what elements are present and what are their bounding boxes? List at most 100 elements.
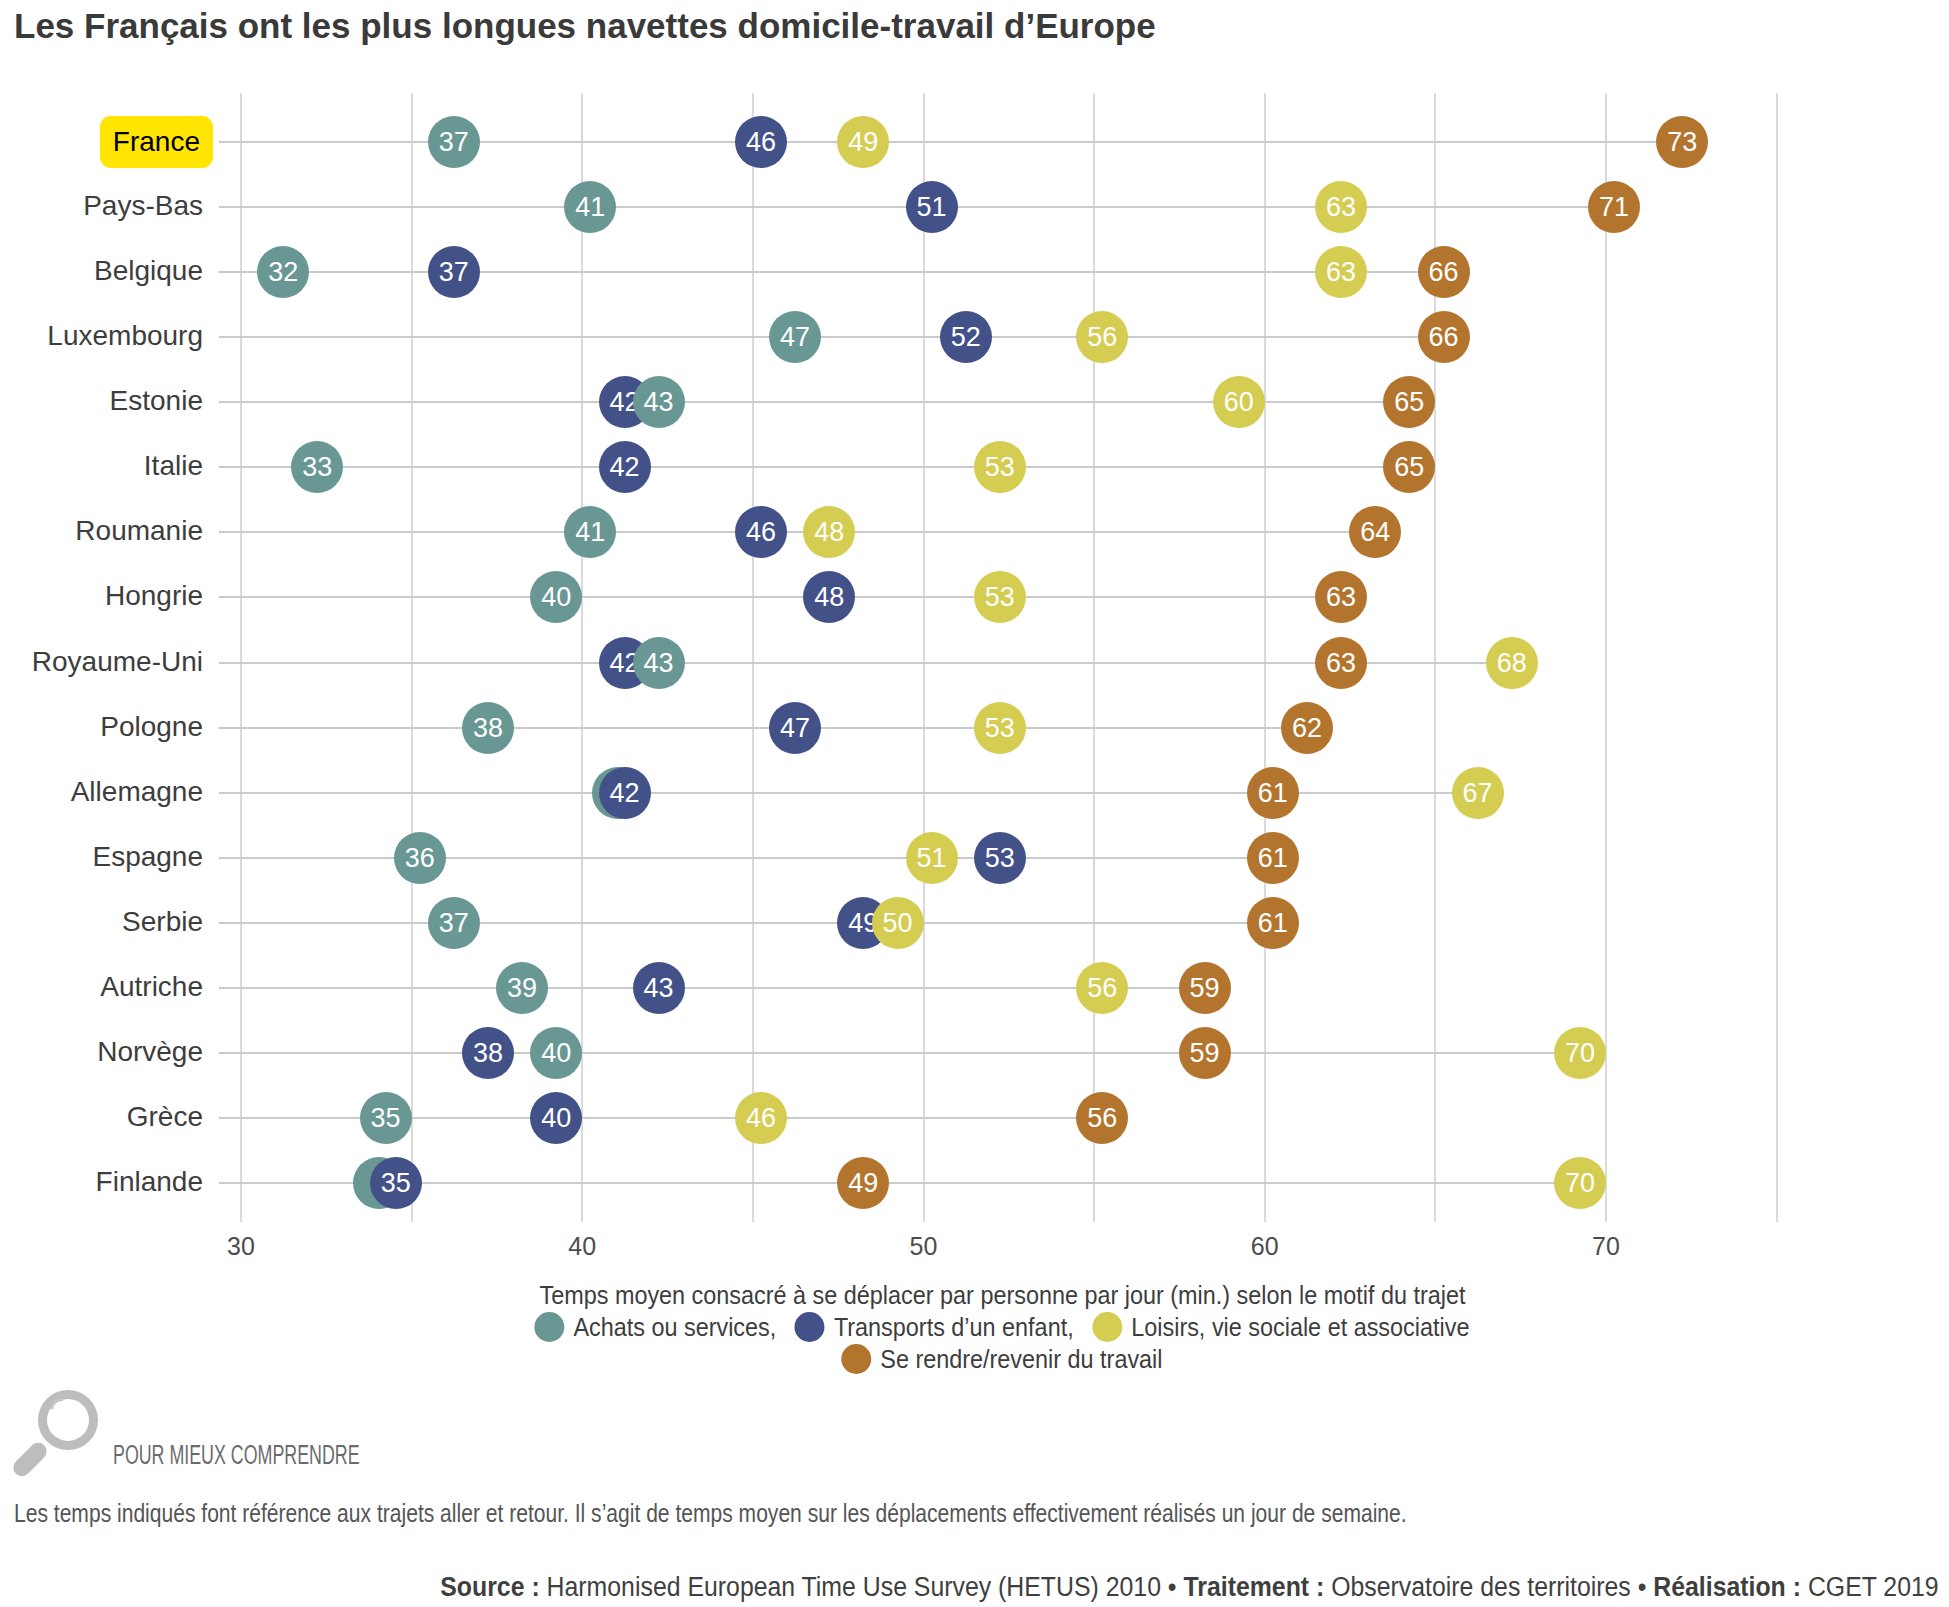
- row-label-autriche: Autriche: [0, 971, 203, 1003]
- row-label-estonie: Estonie: [0, 385, 203, 417]
- row-label-luxembourg: Luxembourg: [0, 320, 203, 352]
- data-dot: 71: [1588, 181, 1640, 233]
- data-dot: 47: [769, 311, 821, 363]
- data-dot: 46: [735, 506, 787, 558]
- legend-item-loisirs: Loisirs, vie sociale et associative: [1093, 1312, 1469, 1342]
- data-dot: 37: [428, 897, 480, 949]
- data-dot: 68: [1486, 637, 1538, 689]
- data-dot: 70: [1554, 1027, 1606, 1079]
- data-dot: 63: [1315, 571, 1367, 623]
- data-dot: 63: [1315, 246, 1367, 298]
- loisirs-dot-icon: [1092, 1312, 1122, 1342]
- data-dot: 53: [974, 702, 1026, 754]
- data-dot: 52: [940, 311, 992, 363]
- data-dot: 65: [1383, 441, 1435, 493]
- data-dot: 59: [1179, 1027, 1231, 1079]
- data-dot: 53: [974, 441, 1026, 493]
- data-dot: 38: [462, 702, 514, 754]
- data-dot: 37: [428, 246, 480, 298]
- data-dot: 35: [360, 1092, 412, 1144]
- row-label-hongrie: Hongrie: [0, 580, 203, 612]
- data-dot: 39: [496, 962, 548, 1014]
- note-heading: POUR MIEUX COMPRENDRE: [113, 1440, 360, 1471]
- x-tick-label: 70: [1566, 1232, 1646, 1261]
- row-label-finlande: Finlande: [0, 1166, 203, 1198]
- data-dot: 43: [633, 962, 685, 1014]
- legend-label-loisirs: Loisirs, vie sociale et associative: [1131, 1313, 1469, 1342]
- data-dot: 48: [803, 506, 855, 558]
- traitement-text: Observatoire des territoires •: [1332, 1572, 1647, 1602]
- row-line: [219, 1052, 1580, 1054]
- data-dot: 40: [530, 571, 582, 623]
- row-label-allemagne: Allemagne: [0, 776, 203, 808]
- data-dot: 61: [1247, 767, 1299, 819]
- row-label-france: France: [100, 116, 213, 168]
- legend-caption-row: Temps moyen consacré à se déplacer par p…: [539, 1281, 1465, 1310]
- magnifier-handle-icon: [10, 1439, 50, 1479]
- data-dot: 47: [769, 702, 821, 754]
- data-dot: 36: [394, 832, 446, 884]
- legend-row-2: Se rendre/revenir du travail: [842, 1344, 1162, 1374]
- row-label-pays-bas: Pays-Bas: [0, 190, 203, 222]
- legend-label-travail: Se rendre/revenir du travail: [880, 1345, 1162, 1374]
- row-line: [219, 1117, 1102, 1119]
- data-dot: 66: [1418, 246, 1470, 298]
- data-dot: 32: [257, 246, 309, 298]
- row-label-pologne: Pologne: [0, 711, 203, 743]
- row-line: [219, 336, 1444, 338]
- row-line: [219, 987, 1205, 989]
- row-label-espagne: Espagne: [0, 841, 203, 873]
- row-label-grèce: Grèce: [0, 1101, 203, 1133]
- legend-label-achats: Achats ou services,: [573, 1313, 776, 1342]
- legend-label-transports: Transports d’un enfant,: [834, 1313, 1074, 1342]
- x-tick-label: 30: [201, 1232, 281, 1261]
- row-label-norvège: Norvège: [0, 1036, 203, 1068]
- x-tick-label: 50: [884, 1232, 964, 1261]
- legend-item-achats: Achats ou services,: [536, 1312, 777, 1342]
- data-dot: 37: [428, 116, 480, 168]
- legend-caption: Temps moyen consacré à se déplacer par p…: [539, 1281, 1465, 1310]
- chart-title: Les Français ont les plus longues navett…: [14, 6, 1156, 46]
- data-dot: 65: [1383, 376, 1435, 428]
- infographic: Les Français ont les plus longues navett…: [0, 0, 1949, 1607]
- realisation-label: Réalisation :: [1654, 1572, 1802, 1602]
- legend: Temps moyen consacré à se déplacer par p…: [151, 1281, 1855, 1374]
- data-dot: 59: [1179, 962, 1231, 1014]
- source-line: Source : Harmonised European Time Use Su…: [441, 1572, 1939, 1603]
- row-label-royaume-uni: Royaume-Uni: [0, 646, 203, 678]
- data-dot: 73: [1656, 116, 1708, 168]
- data-dot: 60: [1213, 376, 1265, 428]
- legend-item-travail: Se rendre/revenir du travail: [842, 1344, 1162, 1374]
- row-label-italie: Italie: [0, 450, 203, 482]
- data-dot: 62: [1281, 702, 1333, 754]
- data-dot: 51: [906, 832, 958, 884]
- data-dot: 42: [599, 767, 651, 819]
- data-dot: 67: [1452, 767, 1504, 819]
- data-dot: 48: [803, 571, 855, 623]
- data-dot: 56: [1076, 1092, 1128, 1144]
- data-dot: 56: [1076, 311, 1128, 363]
- data-dot: 40: [530, 1092, 582, 1144]
- data-dot: 43: [633, 376, 685, 428]
- row-line: [219, 922, 1273, 924]
- data-dot: 49: [837, 116, 889, 168]
- row-line: [219, 466, 1409, 468]
- realisation-text: CGET 2019: [1808, 1572, 1939, 1602]
- data-dot: 63: [1315, 637, 1367, 689]
- row-label-serbie: Serbie: [0, 906, 203, 938]
- data-dot: 61: [1247, 897, 1299, 949]
- data-dot: 42: [599, 441, 651, 493]
- note-text: Les temps indiqués font référence aux tr…: [14, 1498, 1407, 1529]
- data-dot: 56: [1076, 962, 1128, 1014]
- data-dot: 51: [906, 181, 958, 233]
- travail-dot-icon: [841, 1344, 871, 1374]
- x-tick-label: 40: [542, 1232, 622, 1261]
- row-label-roumanie: Roumanie: [0, 515, 203, 547]
- data-dot: 66: [1418, 311, 1470, 363]
- achats-dot-icon: [534, 1312, 564, 1342]
- row-label-belgique: Belgique: [0, 255, 203, 287]
- data-dot: 46: [735, 116, 787, 168]
- data-dot: 53: [974, 571, 1026, 623]
- data-dot: 43: [633, 637, 685, 689]
- transports-dot-icon: [795, 1312, 825, 1342]
